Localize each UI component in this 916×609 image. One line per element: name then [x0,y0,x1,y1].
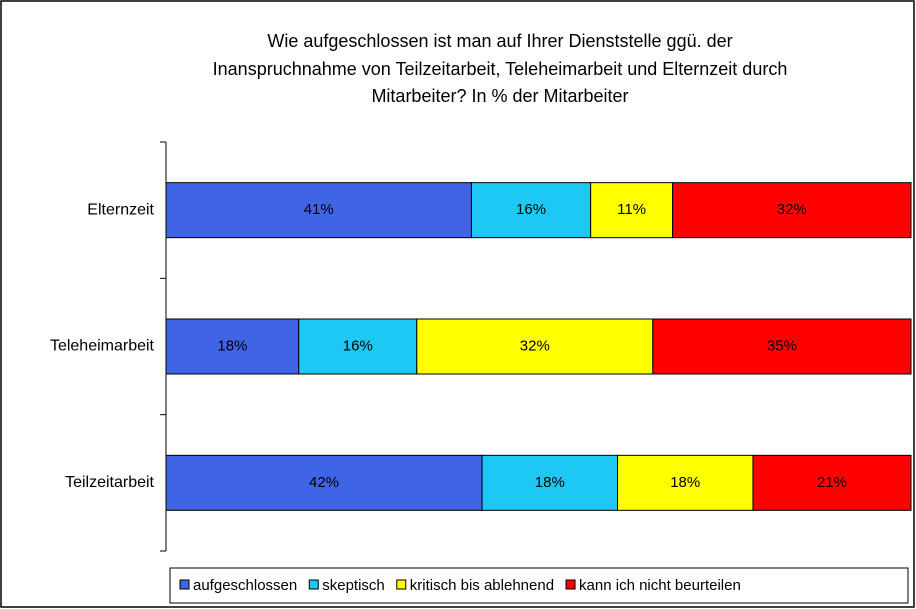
bar-segment [165,454,483,511]
bar-segment [617,454,754,511]
chart-title: Inanspruchnahme von Teilzeitarbeit, Tele… [213,59,788,79]
legend-swatch [396,579,407,590]
legend [169,567,909,604]
value-label: 41% [304,201,334,218]
chart-title: Mitarbeiter? In % der Mitarbeiter [371,86,628,106]
value-label: 18% [217,337,247,354]
value-label: 16% [343,337,373,354]
legend-label: kann ich nicht beurteilen [579,577,741,594]
value-label: 42% [309,474,339,491]
legend-label: kritisch bis ablehnend [410,577,554,594]
y-tick-label: Teleheimarbeit [50,338,155,355]
value-label: 18% [535,474,565,491]
value-label: 32% [777,201,807,218]
bar-segment [165,182,472,239]
bar-segment [416,318,654,375]
value-label: 21% [817,474,847,491]
value-label: 32% [520,337,550,354]
value-label: 18% [670,474,700,491]
y-tick-label: Elternzeit [87,201,154,218]
bar-segment [652,318,912,375]
value-label: 16% [516,201,546,218]
chart-title: Wie aufgeschlossen ist man auf Ihrer Die… [267,31,732,51]
legend-label: aufgeschlossen [193,577,297,594]
bar-segment [752,454,912,511]
value-label: 11% [617,201,646,218]
bar-segment [165,318,300,375]
bar-segment [672,182,912,239]
legend-swatch [179,579,190,590]
bar-segment [470,182,592,239]
bar-segment [590,182,674,239]
legend-swatch [565,579,576,590]
y-tick-label: Teilzeitarbeit [65,474,154,491]
legend-label: skeptisch [322,577,385,594]
value-label: 35% [767,337,797,354]
legend-swatch [308,579,319,590]
